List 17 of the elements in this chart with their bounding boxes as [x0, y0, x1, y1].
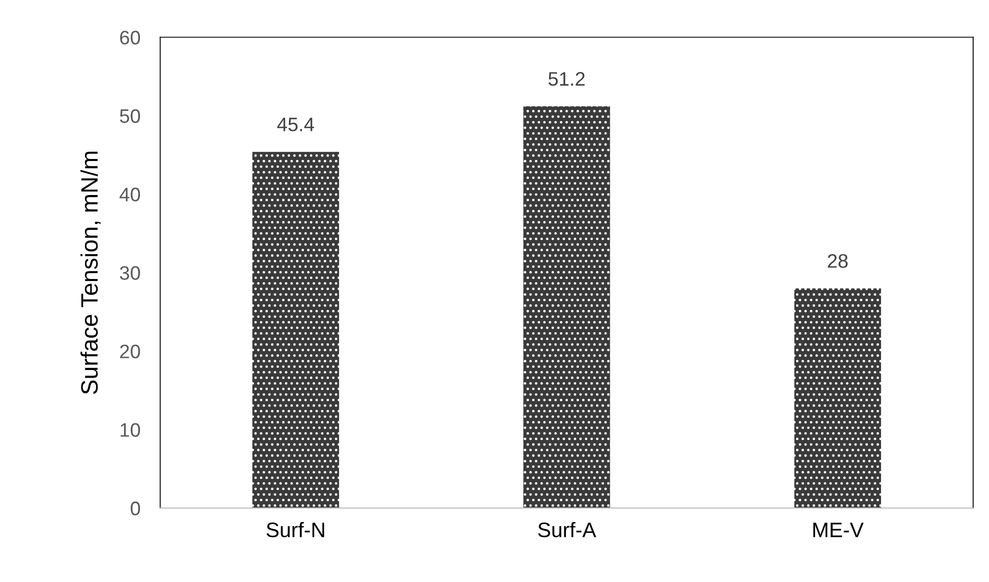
y-tick-label: 30	[120, 266, 140, 280]
y-axis-title: Surface Tension, mN/m	[80, 152, 101, 394]
y-tick-label: 50	[120, 109, 140, 123]
data-label: 28	[828, 254, 848, 268]
x-tick-label: Surf-N	[266, 522, 324, 538]
data-label: 51.2	[548, 72, 585, 86]
data-label: 45.4	[277, 118, 314, 132]
bar	[523, 106, 610, 508]
x-tick-label: Surf-A	[538, 522, 596, 538]
y-tick-label: 40	[120, 188, 140, 202]
bar	[252, 152, 340, 508]
y-tick-label: 60	[120, 30, 140, 44]
x-tick-label: ME-V	[813, 522, 864, 538]
y-tick-label: 10	[120, 423, 140, 437]
y-tick-label: 20	[120, 344, 140, 358]
y-tick-label: 0	[130, 502, 140, 516]
bar	[794, 288, 882, 508]
